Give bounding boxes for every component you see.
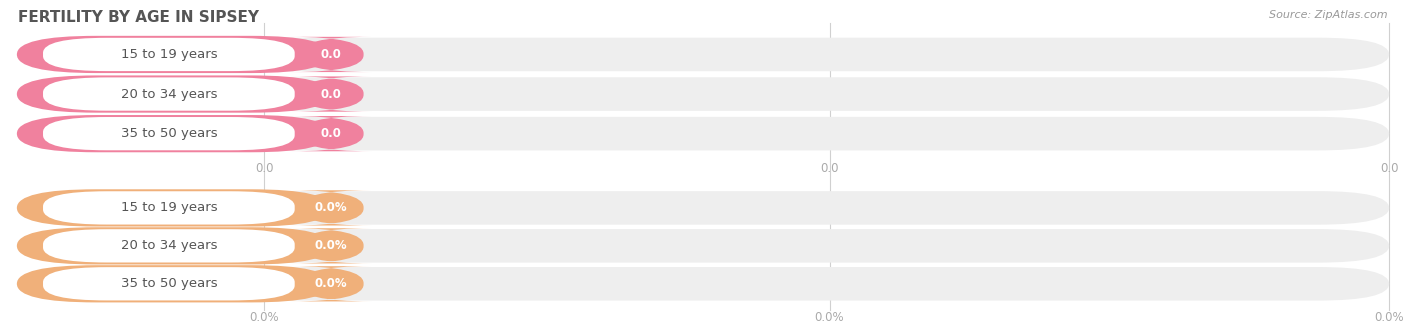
FancyBboxPatch shape bbox=[17, 229, 1389, 263]
FancyBboxPatch shape bbox=[291, 77, 371, 112]
FancyBboxPatch shape bbox=[291, 37, 371, 72]
FancyBboxPatch shape bbox=[44, 267, 295, 300]
FancyBboxPatch shape bbox=[44, 117, 295, 150]
FancyBboxPatch shape bbox=[17, 115, 330, 152]
FancyBboxPatch shape bbox=[291, 190, 371, 225]
Text: FERTILITY BY AGE IN SIPSEY: FERTILITY BY AGE IN SIPSEY bbox=[18, 10, 259, 25]
Text: 0.0: 0.0 bbox=[321, 48, 342, 61]
FancyBboxPatch shape bbox=[17, 267, 1389, 301]
FancyBboxPatch shape bbox=[291, 266, 371, 301]
Text: 0.0: 0.0 bbox=[820, 162, 839, 175]
Text: 15 to 19 years: 15 to 19 years bbox=[121, 48, 217, 61]
Text: 0.0%: 0.0% bbox=[315, 239, 347, 252]
Text: 0.0%: 0.0% bbox=[1374, 311, 1405, 324]
Text: 0.0%: 0.0% bbox=[315, 201, 347, 214]
FancyBboxPatch shape bbox=[17, 265, 330, 302]
Text: 0.0: 0.0 bbox=[254, 162, 274, 175]
FancyBboxPatch shape bbox=[44, 78, 295, 111]
FancyBboxPatch shape bbox=[44, 38, 295, 71]
Text: Source: ZipAtlas.com: Source: ZipAtlas.com bbox=[1270, 10, 1388, 20]
Text: 20 to 34 years: 20 to 34 years bbox=[121, 87, 217, 101]
Text: 20 to 34 years: 20 to 34 years bbox=[121, 239, 217, 252]
FancyBboxPatch shape bbox=[17, 189, 330, 226]
Text: 0.0: 0.0 bbox=[1379, 162, 1399, 175]
FancyBboxPatch shape bbox=[17, 191, 1389, 225]
FancyBboxPatch shape bbox=[17, 77, 1389, 111]
Text: 0.0%: 0.0% bbox=[249, 311, 280, 324]
FancyBboxPatch shape bbox=[17, 76, 330, 113]
FancyBboxPatch shape bbox=[291, 116, 371, 151]
Text: 35 to 50 years: 35 to 50 years bbox=[121, 277, 217, 290]
FancyBboxPatch shape bbox=[44, 229, 295, 262]
Text: 35 to 50 years: 35 to 50 years bbox=[121, 127, 217, 140]
Text: 0.0%: 0.0% bbox=[315, 277, 347, 290]
FancyBboxPatch shape bbox=[17, 38, 1389, 71]
FancyBboxPatch shape bbox=[17, 117, 1389, 150]
Text: 0.0: 0.0 bbox=[321, 127, 342, 140]
Text: 15 to 19 years: 15 to 19 years bbox=[121, 201, 217, 214]
Text: 0.0: 0.0 bbox=[321, 87, 342, 101]
FancyBboxPatch shape bbox=[17, 36, 330, 73]
FancyBboxPatch shape bbox=[17, 227, 330, 264]
FancyBboxPatch shape bbox=[291, 228, 371, 263]
Text: 0.0%: 0.0% bbox=[814, 311, 845, 324]
FancyBboxPatch shape bbox=[44, 191, 295, 224]
